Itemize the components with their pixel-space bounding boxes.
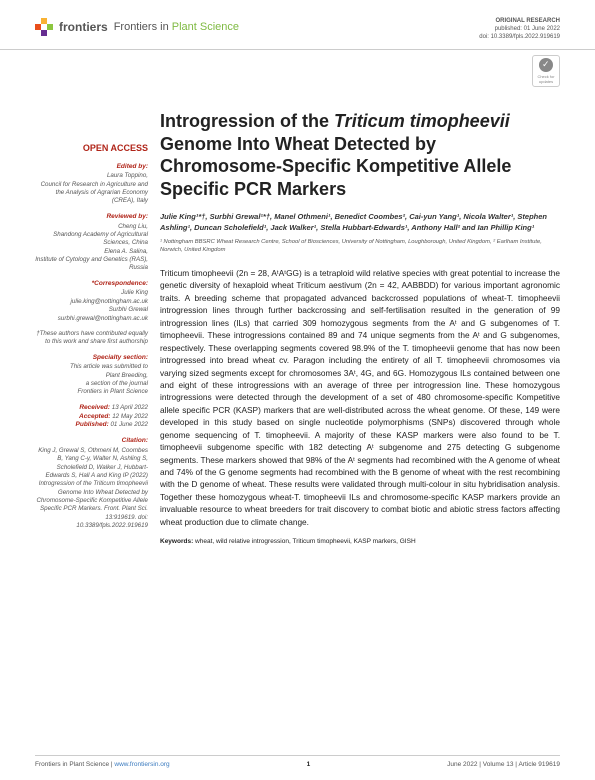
edited-by-section: Edited by: Laura Toppino, Council for Re… [35, 163, 148, 206]
check-icon [539, 58, 553, 72]
journal-logo-area: frontiers Frontiers in Plant Science [35, 18, 239, 36]
logo-text: frontiers [59, 20, 108, 34]
footer-right: June 2022 | Volume 13 | Article 919619 [447, 761, 560, 768]
keywords: Keywords: wheat, wild relative introgres… [160, 538, 560, 545]
author-list: Julie King¹*†, Surbhi Grewal¹*†, Manel O… [160, 212, 560, 233]
open-access-label: OPEN ACCESS [35, 142, 148, 154]
article-content: Introgression of the Triticum timopheevi… [160, 110, 560, 545]
frontiers-logo-icon [35, 18, 53, 36]
page-footer: Frontiers in Plant Science | www.frontie… [35, 755, 560, 768]
specialty-section: Specialty section: This article was subm… [35, 354, 148, 397]
reviewed-by-section: Reviewed by: Cheng Liu, Shandong Academy… [35, 213, 148, 273]
citation-section: Citation: King J, Grewal S, Othmeni M, C… [35, 437, 148, 530]
footer-url[interactable]: www.frontiersin.org [114, 761, 169, 768]
journal-name: Frontiers in Plant Science [114, 21, 239, 33]
dates-section: Received: 13 April 2022 Accepted: 12 May… [35, 404, 148, 430]
correspondence-section: *Correspondence: Julie King julie.king@n… [35, 280, 148, 323]
published-date: published: 01 June 2022 [479, 26, 560, 34]
header-meta: ORIGINAL RESEARCH published: 01 June 202… [479, 18, 560, 41]
check-updates-badge[interactable]: Check for updates [532, 55, 560, 87]
main-content: OPEN ACCESS Edited by: Laura Toppino, Co… [0, 110, 595, 545]
doi: doi: 10.3389/fpls.2022.919619 [479, 34, 560, 42]
page-number: 1 [307, 761, 311, 768]
sidebar: OPEN ACCESS Edited by: Laura Toppino, Co… [35, 110, 160, 545]
affiliations: ¹ Nottingham BBSRC Wheat Research Centre… [160, 239, 560, 255]
contrib-note: †These authors have contributed equally … [35, 330, 148, 347]
page-header: frontiers Frontiers in Plant Science ORI… [0, 0, 595, 50]
footer-left: Frontiers in Plant Science | www.frontie… [35, 761, 170, 768]
article-title: Introgression of the Triticum timopheevi… [160, 110, 560, 200]
abstract: Triticum timopheevii (2n = 28, AᵗAᵗGG) i… [160, 267, 560, 528]
article-type: ORIGINAL RESEARCH [479, 18, 560, 26]
